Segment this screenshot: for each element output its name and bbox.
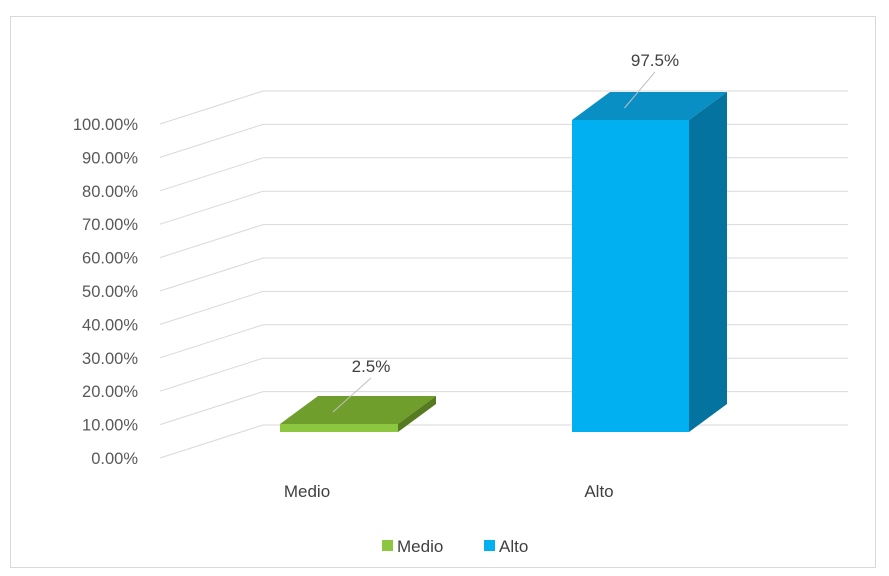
y-tick-label: 90.00%	[82, 149, 138, 167]
bar-top-alto	[572, 92, 727, 120]
x-category-label: Alto	[584, 482, 613, 501]
y-tick-label: 0.00%	[91, 450, 138, 468]
y-tick-label: 60.00%	[82, 250, 138, 268]
leader-line	[332, 377, 372, 413]
x-category-label: Medio	[284, 482, 330, 501]
y-tick-label: 10.00%	[82, 417, 138, 435]
gridline-depth	[159, 257, 264, 292]
chart-frame	[10, 16, 876, 568]
y-tick-label: 50.00%	[82, 283, 138, 301]
y-tick-label: 40.00%	[82, 316, 138, 334]
leader-lines	[332, 71, 656, 413]
gridline-depth	[159, 290, 264, 325]
bar-side-medio	[398, 396, 436, 432]
gridline-depth	[159, 157, 264, 192]
gridline-depth	[159, 224, 264, 259]
y-axis-ticks: 0.00% 10.00% 20.00% 30.00% 40.00% 50.00% 60.00…	[73, 116, 138, 468]
bar-side-alto	[689, 92, 727, 432]
leader-line	[624, 71, 656, 109]
legend: Medio Alto	[382, 537, 528, 556]
gridline-depth	[159, 90, 264, 125]
gridline-depth	[159, 424, 264, 459]
gridline-depth	[159, 190, 264, 225]
gridlines	[159, 90, 848, 459]
legend-label: Medio	[397, 537, 443, 556]
data-label: 97.5%	[631, 51, 679, 70]
bars	[280, 92, 727, 432]
bar-alto	[572, 120, 689, 432]
y-tick-label: 30.00%	[82, 350, 138, 368]
gridline-depth	[159, 391, 264, 426]
legend-swatch	[382, 540, 393, 551]
gridline-depth	[159, 324, 264, 359]
data-labels: 2.5% 97.5%	[352, 51, 679, 376]
gridline-depth	[159, 123, 264, 158]
bar-medio	[280, 424, 398, 432]
y-tick-label: 20.00%	[82, 383, 138, 401]
data-label: 2.5%	[352, 357, 391, 376]
y-tick-label: 80.00%	[82, 183, 138, 201]
x-axis-categories: Medio Alto	[284, 482, 614, 501]
y-tick-label: 70.00%	[82, 216, 138, 234]
y-tick-label: 100.00%	[73, 116, 138, 134]
bar-top-medio	[280, 396, 436, 424]
gridline-depth	[159, 357, 264, 392]
legend-label: Alto	[499, 537, 528, 556]
legend-swatch	[484, 540, 495, 551]
